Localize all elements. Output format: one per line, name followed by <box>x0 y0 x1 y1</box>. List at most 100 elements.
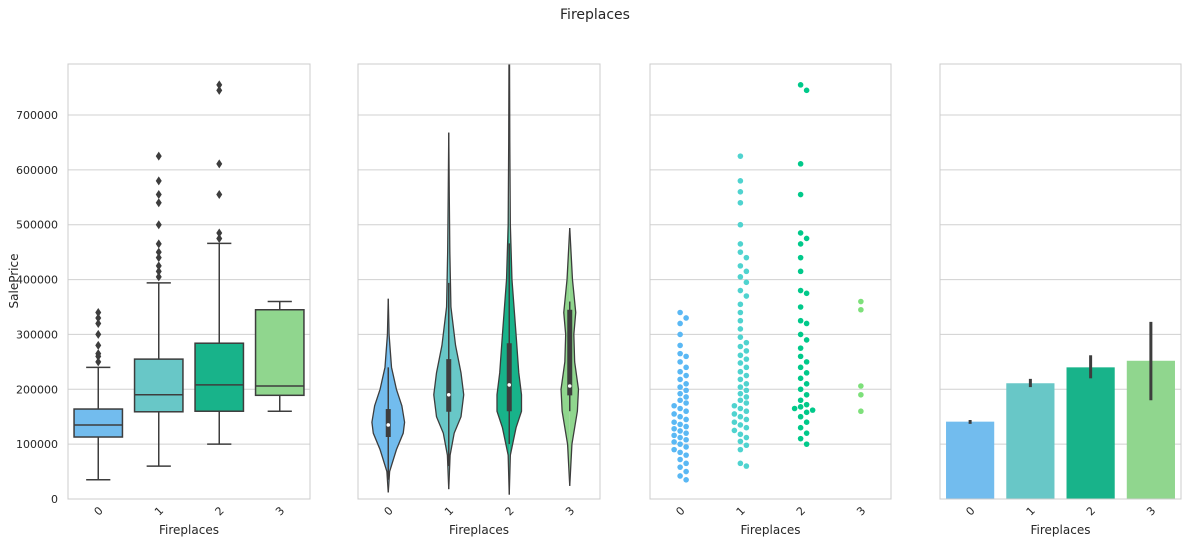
swarm-point <box>683 381 689 387</box>
outlier <box>95 329 102 339</box>
swarm-point <box>743 463 750 469</box>
swarm-point <box>803 401 810 408</box>
swarm-point <box>737 405 744 412</box>
swarm-point <box>743 416 750 423</box>
violin-median <box>446 392 451 397</box>
swarm-point <box>737 249 744 255</box>
outlier <box>216 190 223 200</box>
swarm-point <box>803 359 810 365</box>
swarm-point <box>797 82 804 88</box>
swarm-point <box>677 342 683 349</box>
swarm-point <box>797 345 804 351</box>
swarm-point <box>797 317 804 324</box>
swarm-point <box>737 153 744 159</box>
swarm-point <box>683 436 689 443</box>
outlier <box>155 176 162 186</box>
swarm-point <box>737 368 744 375</box>
plot-area <box>68 80 310 499</box>
swarm-point <box>737 326 744 332</box>
swarm-point <box>743 394 750 400</box>
swarm-point <box>677 309 683 316</box>
box <box>194 342 245 412</box>
swarm-point <box>797 331 804 338</box>
swarm-point <box>677 397 683 404</box>
swarm-point <box>731 419 738 426</box>
swarm-point <box>737 390 744 397</box>
swarm-point <box>677 421 683 428</box>
swarm-point <box>683 408 689 415</box>
bar <box>946 421 995 499</box>
swarm-point <box>797 375 804 382</box>
violin-median <box>507 383 512 387</box>
y-tick-label: 400000 <box>16 274 58 287</box>
violin-half <box>387 298 406 493</box>
swarm-point <box>797 268 804 275</box>
swarm-point <box>677 320 683 327</box>
swarm-point <box>737 241 744 247</box>
outlier <box>216 228 223 238</box>
swarm-point <box>737 178 744 184</box>
x-tick-label: 2 <box>794 504 808 518</box>
outlier <box>216 233 223 243</box>
x-tick-label: 2 <box>213 504 227 518</box>
swarm-point <box>809 407 816 413</box>
violin-half <box>569 227 580 486</box>
swarm-point <box>683 444 689 450</box>
swarm-point <box>677 473 683 479</box>
axes-frame <box>649 63 892 500</box>
swarm-point <box>797 386 804 393</box>
swarm-point <box>803 430 810 436</box>
x-tick-label: 0 <box>382 504 396 518</box>
swarm-point <box>743 400 750 406</box>
y-tick-label: 500000 <box>16 219 58 232</box>
swarm-point <box>858 298 864 305</box>
swarm-point <box>683 394 689 400</box>
swarm-point <box>671 419 677 426</box>
swarm-point <box>803 391 810 398</box>
x-axis-label: Fireplaces <box>741 523 801 537</box>
x-tick-label: 1 <box>1024 504 1038 518</box>
x-tick-label: 1 <box>442 504 456 518</box>
x-axis-label: Fireplaces <box>1031 523 1091 537</box>
figure-title: Fireplaces <box>560 7 630 23</box>
swarm-point <box>737 343 744 350</box>
swarm-point <box>797 191 804 198</box>
swarm-point <box>677 350 683 357</box>
swarm-point <box>803 337 810 343</box>
outlier <box>95 313 102 323</box>
violin-median <box>567 384 572 388</box>
swarm-point <box>737 317 744 324</box>
outlier <box>155 261 162 271</box>
swarm-point <box>683 353 689 360</box>
swarm-point <box>797 353 804 360</box>
x-tick-label: 0 <box>963 504 977 518</box>
swarm-point <box>797 424 804 431</box>
y-tick-label: 100000 <box>16 438 58 451</box>
swarm-point <box>737 413 744 420</box>
outlier <box>216 80 223 90</box>
swarm-point <box>797 364 804 371</box>
outlier <box>216 159 223 169</box>
swarm-point <box>737 376 744 383</box>
swarm-point <box>743 254 750 261</box>
swarm-point <box>797 161 804 167</box>
box <box>133 358 184 413</box>
swarm-point <box>797 404 804 410</box>
violin-half <box>560 227 571 486</box>
x-axis-label: Fireplaces <box>159 523 219 537</box>
swarm-point <box>677 390 683 397</box>
swarm-point <box>737 431 744 438</box>
swarm-point <box>797 254 804 261</box>
violin-half <box>371 298 389 493</box>
swarm-point <box>743 268 750 275</box>
swarm-point <box>677 456 683 463</box>
swarm-point <box>677 441 683 447</box>
swarm-point <box>683 423 689 430</box>
outlier <box>95 307 102 317</box>
swarm-point <box>737 301 744 308</box>
outlier <box>155 239 162 249</box>
swarm-point <box>671 439 677 445</box>
swarm-point <box>677 449 683 456</box>
swarm-point <box>797 304 804 310</box>
swarm-point <box>743 381 750 387</box>
